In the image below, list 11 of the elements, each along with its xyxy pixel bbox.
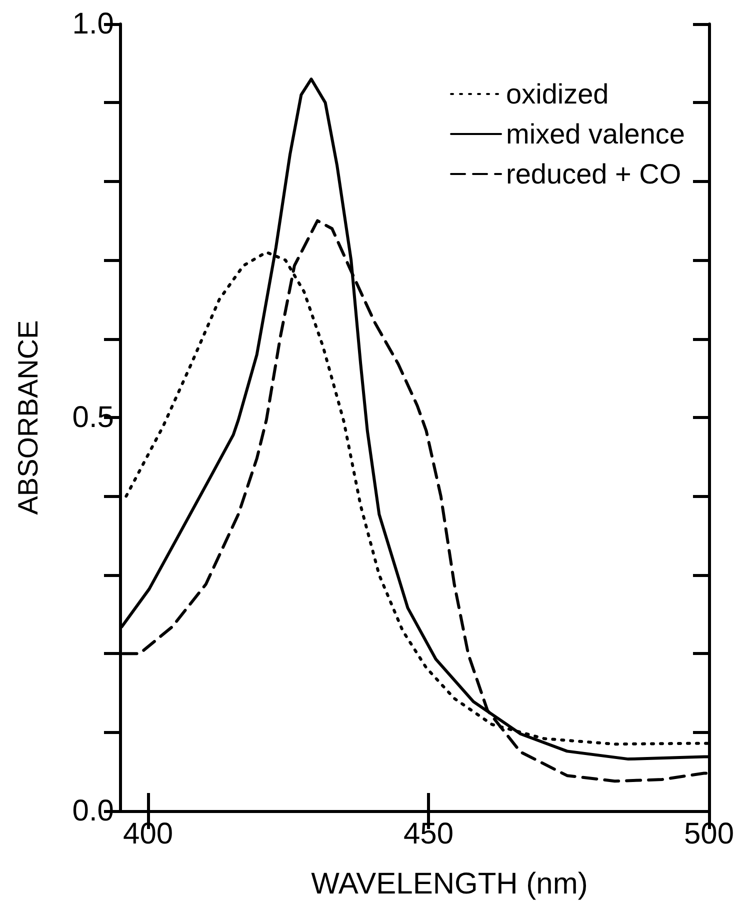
x-tick-label: 450	[403, 818, 454, 850]
x-tick-label: 400	[123, 818, 174, 850]
y-tick-label: 1.0	[72, 8, 114, 40]
x-tick-label: 500	[684, 818, 734, 850]
x-axis-title: WAVELENGTH (nm)	[311, 868, 588, 900]
y-tick-label: 0.5	[72, 401, 114, 434]
legend-label: reduced + CO	[506, 158, 682, 190]
y-axis-title: ABSORBANCE	[12, 320, 44, 515]
legend-label: oxidized	[506, 78, 609, 110]
y-tick-label: 0.0	[72, 794, 114, 828]
legend-label: mixed valence	[506, 118, 686, 150]
